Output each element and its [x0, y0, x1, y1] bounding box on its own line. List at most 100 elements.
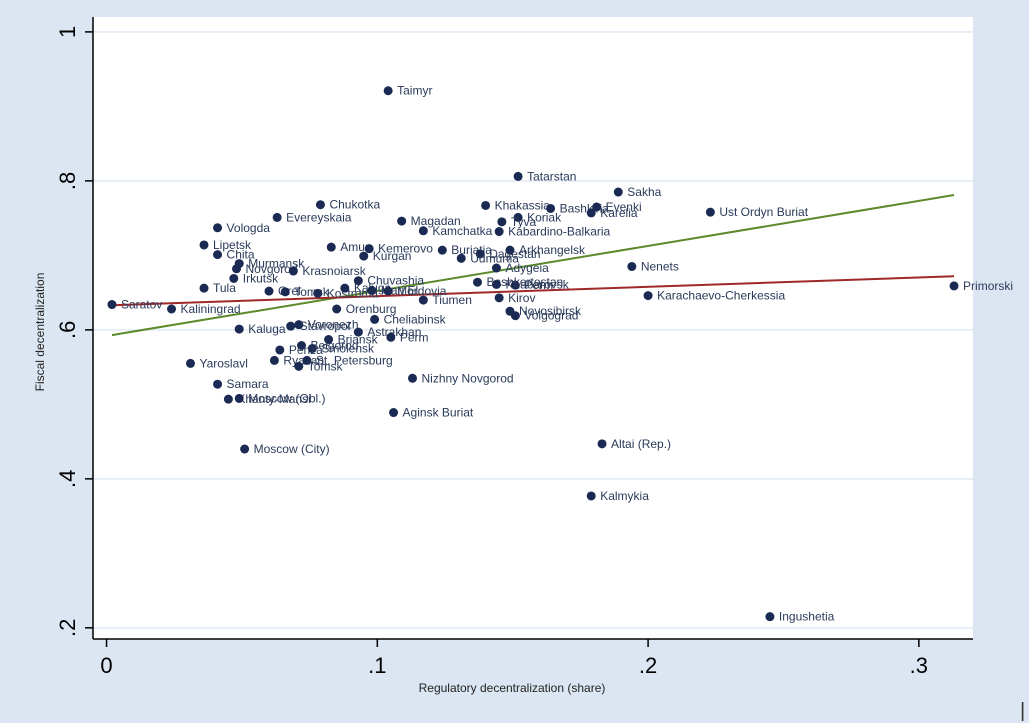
data-point [294, 361, 304, 371]
y-tick-label: .8 [55, 172, 80, 190]
data-point [272, 212, 282, 222]
data-point [199, 283, 209, 293]
data-point [456, 253, 466, 263]
fit-lines [111, 194, 955, 337]
data-point [107, 300, 117, 310]
point-label: Chuvashia [367, 274, 424, 288]
data-point [185, 358, 195, 368]
data-point [367, 285, 377, 295]
data-point [199, 240, 209, 250]
point-label: Briansk [338, 333, 379, 347]
data-point [340, 283, 350, 293]
data-point [275, 345, 285, 355]
point-label: Orenburg [346, 302, 397, 316]
point-label: Novosibirsk [519, 304, 582, 318]
point-label: Chukotka [329, 198, 380, 212]
point-label: Volgograd [524, 309, 578, 323]
y-tick-label: 1 [55, 26, 80, 38]
point-label: Altai (Rep.) [611, 437, 671, 451]
data-point [307, 343, 317, 353]
point-label: Cheliabinsk [384, 312, 447, 326]
data-point [286, 321, 296, 331]
y-tick-label: .4 [55, 470, 80, 488]
point-label: Vologda [227, 221, 271, 235]
point-label: Chita [227, 248, 255, 262]
point-label: Nizhny Novgorod [422, 371, 514, 385]
point-label: Evenki [606, 200, 642, 214]
point-label: Moscow (City) [254, 442, 330, 456]
point-label: Adygeia [505, 261, 549, 275]
data-point [213, 250, 223, 260]
point-label: Primorski [963, 279, 1013, 293]
data-point [586, 491, 596, 501]
data-point [234, 393, 244, 403]
x-tick-label: .3 [910, 653, 928, 678]
data-point [627, 262, 637, 272]
point-label: Karachaevo-Cherkessia [657, 289, 785, 303]
point-label: Bashkortostan [486, 275, 563, 289]
point-label: Khakassia [495, 198, 551, 212]
data-point [505, 245, 515, 255]
x-tick-label: 0 [100, 653, 112, 678]
point-label: Koriak [527, 210, 562, 224]
data-point [223, 394, 233, 404]
point-label: Khabarovsk [505, 277, 569, 291]
data-point [324, 335, 334, 345]
data-point [167, 304, 177, 314]
data-point [949, 281, 959, 291]
data-point [353, 327, 363, 337]
point-label: Smolensk [321, 341, 375, 355]
point-label: Krasnoiarsk [302, 264, 366, 278]
data-point [597, 439, 607, 449]
data-point [613, 187, 623, 197]
point-label: Sakha [627, 185, 661, 199]
data-point [383, 286, 393, 296]
data-point [389, 408, 399, 418]
data-point [315, 200, 325, 210]
point-label: Voronezh [308, 318, 359, 332]
data-point [475, 249, 485, 259]
fit-line [111, 275, 955, 307]
point-label: Lipetsk [213, 238, 252, 252]
data-point [386, 332, 396, 342]
data-point [491, 263, 501, 273]
point-label: Kurgan [373, 249, 412, 263]
data-point [586, 208, 596, 218]
axes: .2 .4 .6 .8 1 0 .1 .2 .3 [55, 17, 973, 678]
point-label: Stavropol [300, 319, 351, 333]
data-point [232, 264, 242, 274]
data-point [383, 86, 393, 96]
y-tick-label: .6 [55, 321, 80, 339]
data-point [513, 212, 523, 222]
point-label: Samara [227, 377, 269, 391]
point-label: Evereyskaia [286, 210, 352, 224]
data-point [370, 314, 380, 324]
point-label: Belgorod [310, 339, 358, 353]
data-point [494, 227, 504, 237]
x-tick-label: .1 [368, 653, 386, 678]
data-point [491, 279, 501, 289]
data-point [472, 277, 482, 287]
data-point [213, 379, 223, 389]
point-label: Kirov [508, 291, 535, 305]
y-axis-title: Fiscal decentralization [33, 273, 47, 392]
data-point [705, 207, 715, 217]
data-point [364, 244, 374, 254]
point-label: Magadan [411, 214, 461, 228]
y-tick-label: .2 [55, 619, 80, 637]
data-point [513, 171, 523, 181]
point-label: Ingushetia [779, 610, 835, 624]
data-point [510, 311, 520, 321]
fit-line [111, 194, 955, 337]
data-point [353, 276, 363, 286]
data-point [397, 216, 407, 226]
data-point [592, 202, 602, 212]
point-label: Khanty-Mansi [237, 392, 310, 406]
data-point [229, 273, 239, 283]
point-label: Saratov [121, 298, 162, 312]
x-tick-label: .2 [639, 653, 657, 678]
point-label: Irkutsk [243, 271, 279, 285]
data-point [294, 320, 304, 330]
data-point [296, 341, 306, 351]
plot-area [93, 17, 973, 639]
